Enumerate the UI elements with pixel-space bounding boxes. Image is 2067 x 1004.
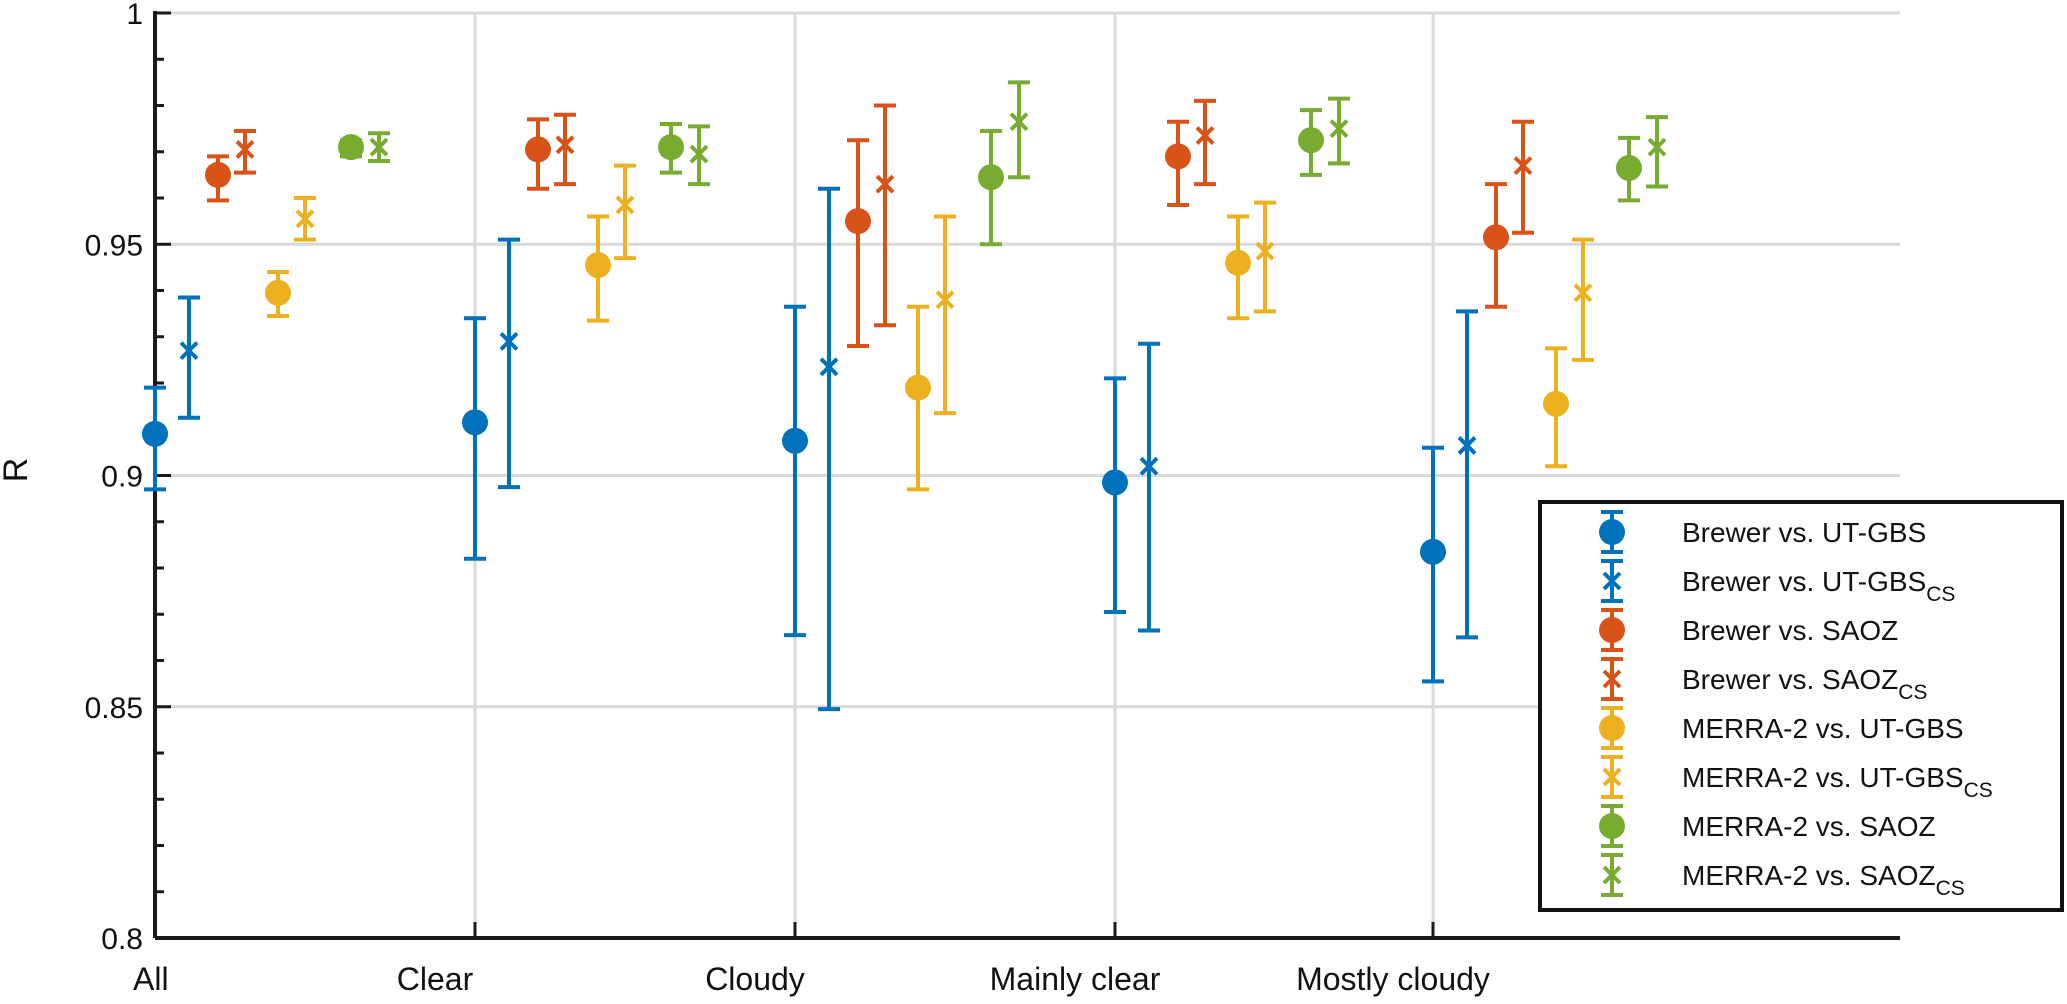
legend-label-text: Brewer vs. SAOZ bbox=[1682, 664, 1898, 695]
data-point-circle bbox=[658, 134, 684, 161]
data-point-x bbox=[689, 144, 709, 164]
data-point-x bbox=[875, 174, 895, 194]
series-3 bbox=[234, 98, 1534, 328]
data-point-circle bbox=[338, 134, 364, 161]
data-point-circle bbox=[142, 420, 168, 447]
data-point-x bbox=[295, 209, 315, 229]
data-point-x bbox=[499, 331, 519, 351]
x-tick-label: Mostly cloudy bbox=[1296, 961, 1490, 997]
axes-layer: 0.8 0.85 0.9 0.95 1 All Clear Cloudy Mainly clea… bbox=[85, 0, 1900, 997]
legend-marker-circle bbox=[1599, 617, 1625, 643]
x-tick-label: Mainly clear bbox=[990, 961, 1161, 997]
data-point-circle bbox=[265, 279, 291, 306]
y-tick-label: 0.8 bbox=[101, 923, 143, 956]
data-point-circle bbox=[1483, 224, 1509, 251]
legend-label: Brewer vs. SAOZ bbox=[1682, 615, 1898, 646]
data-point-circle bbox=[1102, 469, 1128, 496]
data-point-circle bbox=[1543, 390, 1569, 417]
legend-label: Brewer vs. SAOZCS bbox=[1682, 664, 1927, 704]
data-point-circle bbox=[525, 136, 551, 163]
data-point-circle bbox=[1225, 249, 1251, 276]
series-6 bbox=[338, 108, 1642, 247]
data-point-x bbox=[1195, 126, 1215, 145]
x-tick-label: All bbox=[133, 961, 169, 997]
legend-label-text: MERRA-2 vs. UT-GBS bbox=[1682, 762, 1964, 793]
x-tick-label: Clear bbox=[397, 961, 474, 997]
legend-label: Brewer vs. UT-GBSCS bbox=[1682, 566, 1955, 606]
series-7 bbox=[368, 80, 1668, 189]
series-5 bbox=[294, 163, 1594, 416]
x-tick-label: Cloudy bbox=[705, 961, 805, 997]
series-0 bbox=[142, 304, 1446, 684]
data-point-x bbox=[555, 135, 575, 155]
data-point-x bbox=[1457, 436, 1477, 455]
legend-label-subscript: CS bbox=[1964, 779, 1993, 802]
legend-label-text: Brewer vs. UT-GBS bbox=[1682, 517, 1926, 548]
data-point-circle bbox=[205, 161, 231, 188]
legend-marker-x bbox=[1602, 669, 1622, 689]
y-tick-label: 0.95 bbox=[85, 229, 143, 262]
data-point-x bbox=[935, 290, 955, 310]
legend-marker-x bbox=[1602, 767, 1622, 787]
data-point-circle bbox=[782, 427, 808, 454]
series-layer bbox=[142, 80, 1668, 712]
data-point-circle bbox=[1298, 127, 1324, 154]
legend-label-subscript: CS bbox=[1936, 877, 1965, 900]
data-point-x bbox=[235, 140, 255, 159]
legend-label: MERRA-2 vs. UT-GBS bbox=[1682, 713, 1964, 744]
legend-label: Brewer vs. UT-GBS bbox=[1682, 517, 1926, 548]
data-point-x bbox=[615, 195, 635, 215]
data-point-circle bbox=[905, 374, 931, 401]
data-point-x bbox=[369, 137, 389, 157]
data-point-circle bbox=[978, 164, 1004, 191]
legend-label-subscript: CS bbox=[1898, 681, 1927, 704]
legend-box bbox=[1538, 500, 2064, 912]
legend-marker-circle bbox=[1599, 813, 1625, 839]
data-point-circle bbox=[845, 208, 871, 235]
legend-marker-circle bbox=[1599, 715, 1625, 741]
y-tick-label: 0.9 bbox=[101, 461, 143, 494]
data-point-x bbox=[179, 341, 199, 361]
data-point-x bbox=[1573, 283, 1593, 303]
legend-label: MERRA-2 vs. UT-GBSCS bbox=[1682, 762, 1993, 802]
data-point-x bbox=[1009, 112, 1029, 132]
legend-label-text: MERRA-2 vs. SAOZ bbox=[1682, 860, 1936, 891]
data-point-x bbox=[1139, 456, 1159, 476]
grid-layer bbox=[155, 11, 1900, 938]
legend-label-text: Brewer vs. UT-GBS bbox=[1682, 566, 1926, 597]
legend-marker-x bbox=[1602, 571, 1622, 591]
legend-marker-x bbox=[1602, 865, 1622, 885]
legend-marker-circle bbox=[1599, 519, 1625, 545]
legend-label: MERRA-2 vs. SAOZ bbox=[1682, 811, 1936, 842]
legend-label-subscript: CS bbox=[1926, 583, 1955, 606]
data-point-x bbox=[1513, 156, 1533, 176]
y-tick-label: 0.85 bbox=[85, 692, 143, 725]
legend-label-text: MERRA-2 vs. SAOZ bbox=[1682, 811, 1936, 842]
data-point-x bbox=[1255, 241, 1275, 261]
data-point-circle bbox=[1165, 143, 1191, 170]
y-tick-label: 1 bbox=[126, 0, 143, 31]
data-point-x bbox=[819, 357, 839, 377]
series-2 bbox=[205, 117, 1509, 348]
legend-label: MERRA-2 vs. SAOZCS bbox=[1682, 860, 1965, 900]
data-point-x bbox=[1647, 137, 1667, 157]
legend-label-text: Brewer vs. SAOZ bbox=[1682, 615, 1898, 646]
series-1 bbox=[178, 186, 1478, 712]
data-point-circle bbox=[1616, 154, 1642, 181]
data-point-circle bbox=[1420, 538, 1446, 565]
data-point-circle bbox=[585, 252, 611, 279]
y-axis-label: R bbox=[0, 458, 35, 483]
legend-label-text: MERRA-2 vs. UT-GBS bbox=[1682, 713, 1964, 744]
series-4 bbox=[265, 214, 1569, 492]
data-point-x bbox=[1329, 119, 1349, 139]
data-point-circle bbox=[462, 409, 488, 436]
